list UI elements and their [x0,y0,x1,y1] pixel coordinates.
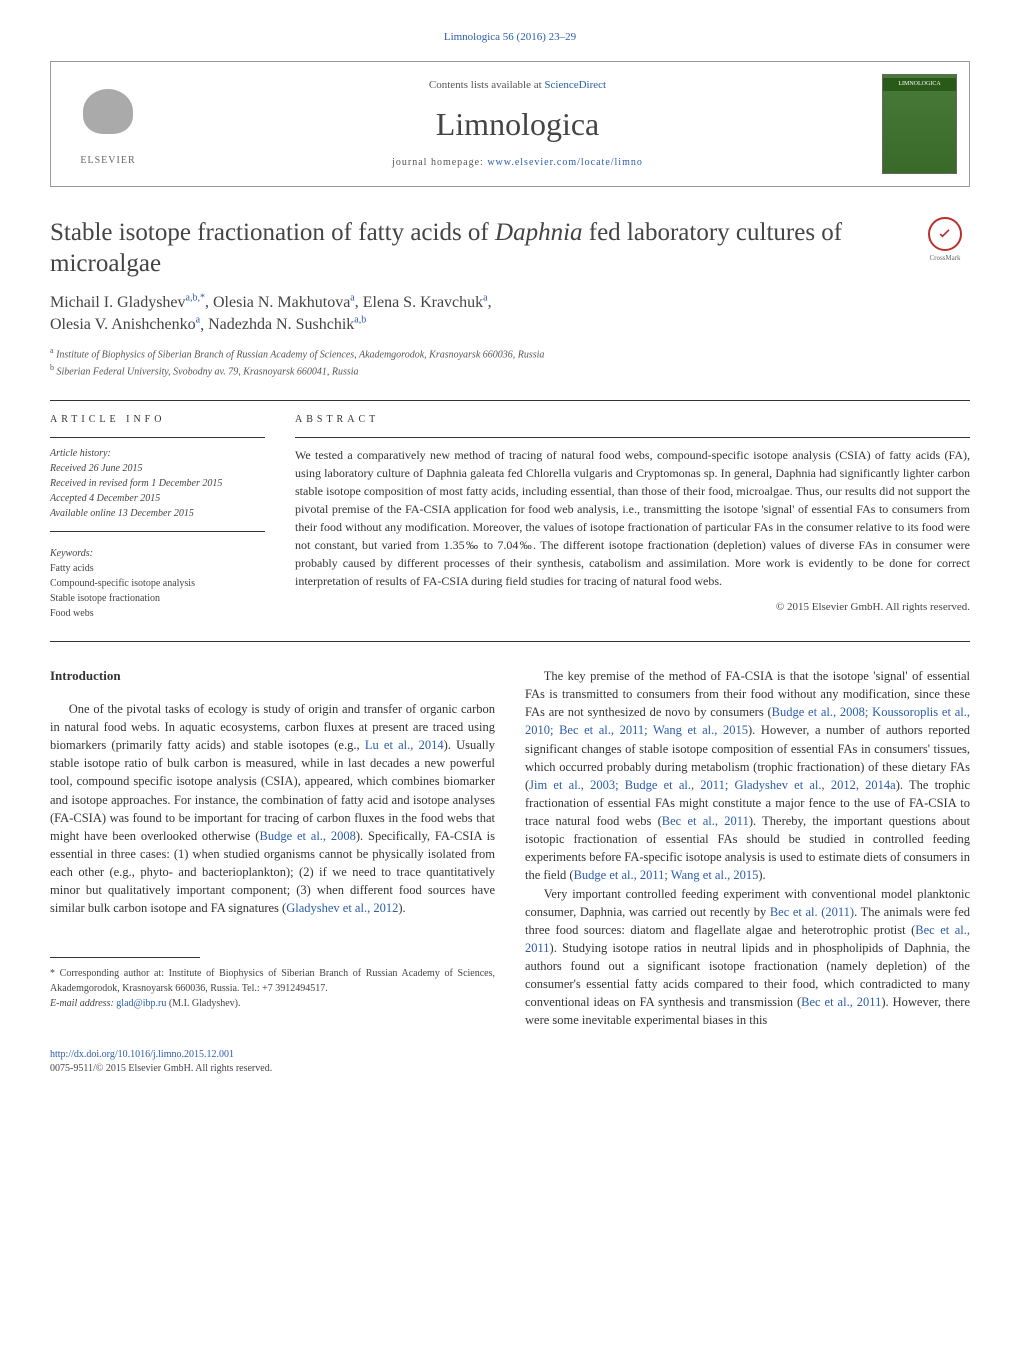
ref-group-3[interactable]: Budge et al., 2011; Wang et al., 2015 [574,868,759,882]
author-3: Elena S. Kravchuka [363,294,488,311]
article-info-header: ARTICLE INFO [50,413,265,428]
email-link[interactable]: glad@ibp.ru [116,998,166,1009]
sciencedirect-link[interactable]: ScienceDirect [544,79,606,91]
corresponding-author-footnote: * Corresponding author at: Institute of … [50,966,495,1011]
abstract-column: ABSTRACT We tested a comparatively new m… [295,413,970,622]
author-4: Olesia V. Anishchenkoa [50,316,200,333]
abstract-header: ABSTRACT [295,413,970,428]
elsevier-tree-icon [78,79,138,149]
journal-homepage: journal homepage: www.elsevier.com/locat… [153,156,882,171]
author-1: Michail I. Gladysheva,b,* [50,294,205,311]
crossmark-badge[interactable]: CrossMark [920,217,970,263]
keywords-block: Keywords: Fatty acids Compound-specific … [50,546,265,621]
email-label: E-mail address: [50,998,116,1009]
ref-gladyshev-2012[interactable]: Gladyshev et al., 2012 [286,901,398,915]
history-received: Received 26 June 2015 [50,461,265,476]
footnote-corr-text: * Corresponding author at: Institute of … [50,966,495,996]
history-label: Article history: [50,446,265,461]
info-rule [50,437,265,438]
history-accepted: Accepted 4 December 2015 [50,491,265,506]
article-history: Article history: Received 26 June 2015 R… [50,446,265,521]
crossmark-label: CrossMark [929,253,960,263]
article-title: Stable isotope fractionation of fatty ac… [50,217,905,280]
keywords-rule [50,531,265,532]
homepage-prefix: journal homepage: [392,157,487,168]
footer-bar: http://dx.doi.org/10.1016/j.limno.2015.1… [50,1048,970,1077]
abstract-copyright: © 2015 Elsevier GmbH. All rights reserve… [295,600,970,616]
email-suffix: (M.I. Gladyshev). [166,998,240,1009]
elsevier-logo: ELSEVIER [63,74,153,174]
ref-bec-2011b[interactable]: Bec et al. (2011) [770,905,854,919]
journal-name: Limnologica [153,101,882,147]
article-info-column: ARTICLE INFO Article history: Received 2… [50,413,265,622]
keyword-4: Food webs [50,606,265,621]
keyword-2: Compound-specific isotope analysis [50,576,265,591]
ref-lu-2014[interactable]: Lu et al., 2014 [365,738,444,752]
issn-copyright: 0075-9511/© 2015 Elsevier GmbH. All righ… [50,1062,970,1077]
author-2: Olesia N. Makhutovaa [213,294,355,311]
title-part1: Stable isotope fractionation of fatty ac… [50,219,495,246]
keyword-1: Fatty acids [50,561,265,576]
journal-cover-thumbnail [882,74,957,174]
history-revised: Received in revised form 1 December 2015 [50,476,265,491]
affiliation-a: a Institute of Biophysics of Siberian Br… [50,345,970,362]
ref-bec-2011d[interactable]: Bec et al., 2011 [801,995,881,1009]
journal-citation-header: Limnologica 56 (2016) 23–29 [50,30,970,46]
right-paragraph-2: Very important controlled feeding experi… [525,885,970,1030]
rule-bottom [50,641,970,642]
homepage-link[interactable]: www.elsevier.com/locate/limno [487,157,643,168]
footnote-email: E-mail address: glad@ibp.ru (M.I. Gladys… [50,996,495,1011]
elsevier-label: ELSEVIER [80,154,135,169]
title-italic: Daphnia [495,219,583,246]
doi-link[interactable]: http://dx.doi.org/10.1016/j.limno.2015.1… [50,1049,234,1060]
keywords-label: Keywords: [50,546,265,561]
intro-paragraph-1: One of the pivotal tasks of ecology is s… [50,700,495,918]
contents-line: Contents lists available at ScienceDirec… [153,78,882,94]
abstract-rule [295,437,970,438]
ref-budge-2008[interactable]: Budge et al., 2008 [259,829,355,843]
author-5: Nadezhda N. Sushchika,b [208,316,366,333]
history-online: Available online 13 December 2015 [50,506,265,521]
ref-bec-2011a[interactable]: Bec et al., 2011 [662,814,749,828]
abstract-text: We tested a comparatively new method of … [295,446,970,590]
journal-header-frame: ELSEVIER Contents lists available at Sci… [50,61,970,187]
ref-group-2[interactable]: Jim et al., 2003; Budge et al., 2011; Gl… [529,778,896,792]
affiliations: a Institute of Biophysics of Siberian Br… [50,345,970,380]
authors-list: Michail I. Gladysheva,b,*, Olesia N. Mak… [50,291,970,336]
body-column-right: The key premise of the method of FA-CSIA… [525,667,970,1030]
crossmark-icon [928,217,962,251]
affiliation-b: b Siberian Federal University, Svobodny … [50,362,970,379]
footnote-rule [50,957,200,958]
right-paragraph-1: The key premise of the method of FA-CSIA… [525,667,970,885]
rule-top [50,400,970,401]
keyword-3: Stable isotope fractionation [50,591,265,606]
introduction-heading: Introduction [50,667,495,686]
body-column-left: Introduction One of the pivotal tasks of… [50,667,495,1030]
contents-prefix: Contents lists available at [429,79,544,91]
